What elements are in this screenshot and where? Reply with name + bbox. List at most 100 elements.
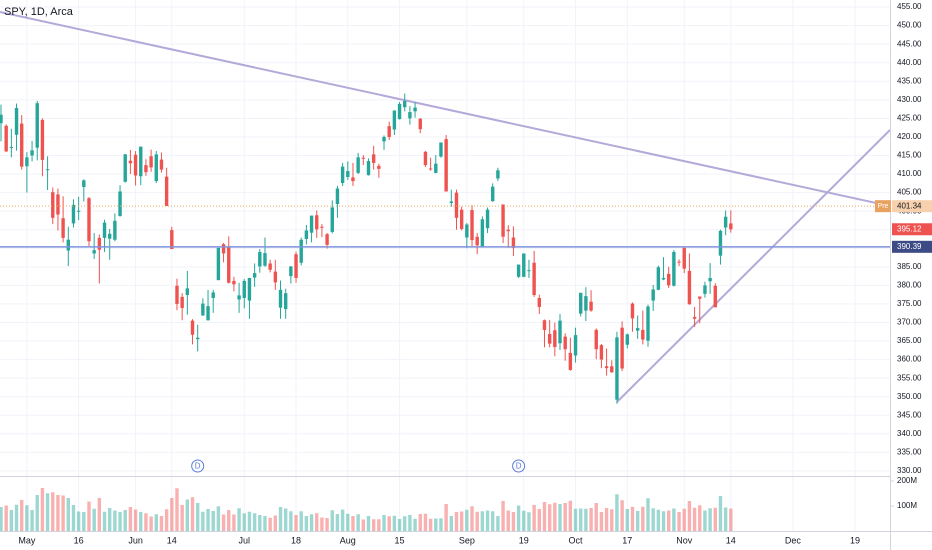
candle-body	[346, 171, 350, 178]
volume-bar	[299, 511, 303, 531]
y-tick-label: 430.00	[897, 95, 922, 104]
volume-bar	[589, 508, 593, 531]
volume-bar	[470, 506, 474, 531]
candle-body	[449, 201, 454, 203]
x-tick-label: Oct	[569, 535, 584, 545]
volume-bar	[309, 514, 314, 531]
volume-bar	[584, 508, 588, 531]
volume-bar	[434, 518, 438, 531]
volume-bar	[449, 516, 454, 531]
candle-body	[0, 114, 3, 124]
candle-body	[641, 329, 645, 340]
candle-body	[454, 192, 459, 218]
candle-body	[242, 280, 246, 298]
volume-bar	[428, 518, 433, 531]
candle-body	[113, 220, 117, 240]
candle-body	[723, 216, 728, 228]
dividend-marker	[191, 459, 205, 473]
volume-bar	[594, 503, 598, 531]
volume-bar	[459, 511, 464, 531]
candle-body	[501, 204, 505, 237]
candle-body	[133, 154, 138, 176]
candle-body	[594, 329, 598, 350]
candle-body	[667, 273, 671, 286]
candle-body	[589, 301, 593, 311]
candle-body	[195, 337, 200, 340]
volume-bar	[237, 508, 241, 531]
candle-body	[423, 151, 428, 166]
candle-body	[102, 222, 107, 238]
volume-bar	[40, 488, 45, 531]
volume-bar	[537, 509, 542, 531]
level-label: 390.39	[897, 242, 922, 251]
volume-bar	[82, 512, 86, 531]
y-tick-label: 370.00	[897, 318, 922, 327]
candle-body	[82, 180, 86, 188]
candle-body	[403, 100, 407, 108]
candle-body	[25, 157, 29, 167]
candle-body	[283, 293, 288, 310]
candle-body	[351, 177, 355, 182]
volume-bar	[4, 505, 8, 531]
y-tick-label: 425.00	[897, 113, 922, 122]
volume-bar	[667, 510, 671, 531]
x-tick-label: Jun	[128, 535, 143, 545]
candle-body	[677, 261, 681, 263]
volume-bar	[273, 515, 278, 531]
volume-bar	[232, 514, 236, 531]
candle-body	[718, 230, 723, 256]
candle-body	[221, 244, 226, 254]
volume-bar	[413, 518, 417, 531]
candle-body	[480, 219, 485, 247]
volume-bar	[128, 507, 133, 531]
candle-body	[377, 165, 381, 169]
volume-bar	[35, 495, 39, 531]
candle-body	[35, 103, 39, 148]
volume-bar	[553, 502, 557, 531]
candle-body	[491, 186, 495, 202]
y-tick-label: 340.00	[897, 429, 922, 438]
volume-bar	[361, 519, 366, 531]
volume-bar	[221, 514, 226, 531]
volume-bar	[30, 510, 34, 531]
volume-bar	[252, 513, 257, 531]
volume-bar	[687, 501, 692, 531]
candle-body	[164, 176, 169, 206]
candle-body	[630, 303, 635, 319]
candle-body	[682, 247, 686, 269]
candle-body	[66, 239, 70, 251]
volume-bar	[9, 510, 14, 531]
volume-bar	[454, 512, 459, 531]
candle-body	[252, 273, 257, 278]
y-tick-label: 455.00	[897, 2, 922, 11]
candle-body	[651, 289, 655, 301]
volume-bar	[258, 515, 262, 531]
marks	[0, 93, 890, 531]
candle-body	[573, 335, 578, 356]
volume-bar	[387, 516, 391, 531]
candle-body	[361, 157, 366, 159]
x-tick-label: Aug	[340, 535, 356, 545]
candle-body	[294, 254, 298, 278]
candle-body	[227, 247, 231, 283]
candle-body	[527, 270, 531, 272]
x-tick-label: 14	[726, 535, 736, 545]
candle-body	[708, 277, 712, 282]
volume-bar	[403, 516, 407, 531]
volume-bar	[356, 514, 360, 531]
volume-bar	[180, 505, 184, 531]
candle-body	[325, 234, 329, 245]
y-tick-label: 415.00	[897, 151, 922, 160]
y-tick-label: 380.00	[897, 280, 922, 289]
y-tick-label: 420.00	[897, 132, 922, 141]
volume-bar	[159, 516, 164, 531]
volume-bar	[579, 508, 583, 531]
volume-bar	[516, 505, 521, 531]
volume-bar	[164, 509, 169, 531]
volume-bar	[661, 511, 666, 531]
x-tick-label: Nov	[676, 535, 693, 545]
dividend-label: D	[195, 462, 201, 471]
candle-body	[263, 253, 267, 266]
volume-bar	[92, 508, 96, 531]
volume-bar	[61, 495, 65, 531]
